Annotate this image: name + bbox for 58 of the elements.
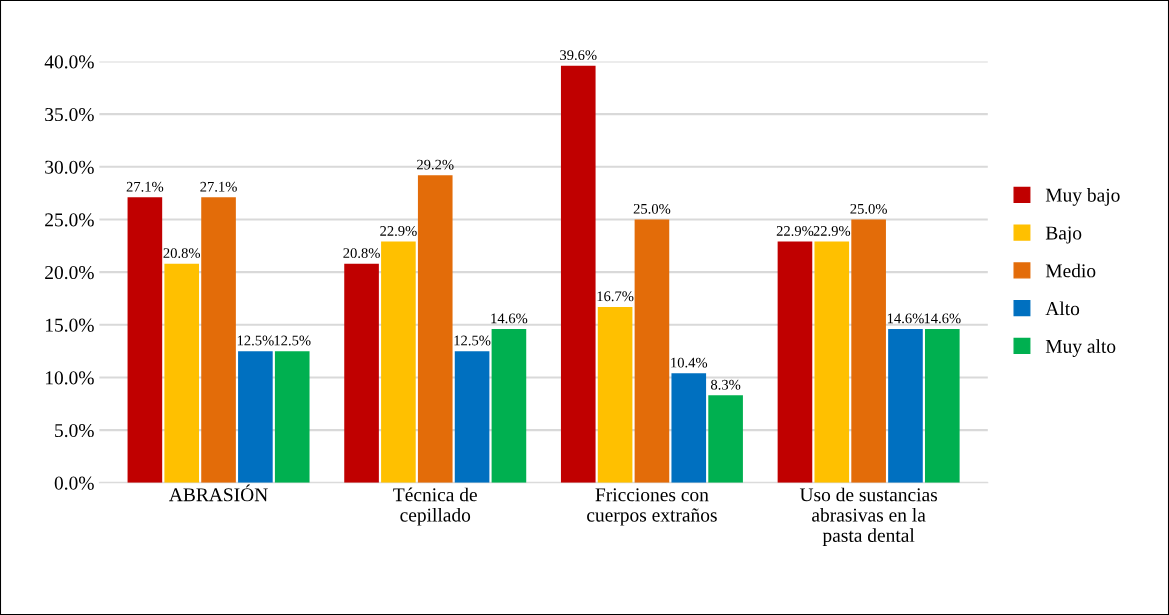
data-label: 27.1% — [200, 181, 237, 192]
bar — [238, 351, 273, 483]
bar — [417, 175, 453, 483]
data-label: 14.6% — [924, 313, 961, 324]
bar — [560, 65, 596, 483]
x-tick-label: Uso de sustancias abrasivas en la pasta dental — [799, 487, 938, 546]
bar — [777, 241, 813, 483]
legend-label: Muy alto — [1045, 339, 1116, 357]
data-label: 20.8% — [343, 248, 380, 259]
bar — [597, 306, 633, 483]
data-label: 14.6% — [491, 313, 528, 324]
bar — [851, 219, 886, 483]
data-label: 12.5% — [274, 335, 311, 346]
bar — [454, 351, 490, 483]
bar — [491, 329, 527, 483]
y-tick-label: 25.0% — [45, 213, 94, 227]
y-tick-label: 30.0% — [45, 160, 94, 174]
legend-label: Bajo — [1045, 226, 1082, 244]
data-label: 22.9% — [380, 226, 417, 236]
bar — [127, 197, 163, 483]
y-tick-label: 5.0% — [55, 423, 94, 438]
y-tick-label: 40.0% — [44, 55, 94, 69]
legend-label: Medio — [1045, 263, 1096, 278]
bar — [708, 395, 743, 483]
bar — [381, 241, 416, 483]
bar — [164, 263, 200, 483]
data-label: 14.6% — [887, 313, 924, 324]
x-tick-label: ABRASIÓN — [169, 484, 268, 502]
data-label: 10.4% — [671, 357, 708, 368]
bar — [924, 329, 960, 483]
legend-label: Muy bajo — [1045, 188, 1120, 206]
data-label: 22.9% — [813, 226, 851, 236]
data-label: 20.8% — [163, 248, 201, 259]
x-tick-label: Fricciones con cuerpos extraños — [587, 488, 717, 526]
data-label: 22.9% — [776, 226, 814, 236]
data-label: 39.6% — [560, 50, 597, 61]
bar — [201, 197, 236, 483]
bar — [814, 241, 850, 483]
data-label: 12.5% — [454, 335, 491, 346]
data-label: 25.0% — [850, 203, 887, 214]
y-tick-label: 0.0% — [54, 476, 94, 490]
x-tick-label: Técnica de cepillado — [393, 487, 477, 526]
data-label: 25.0% — [633, 203, 671, 214]
legend-label: Alto — [1045, 301, 1080, 316]
y-tick-label: 15.0% — [45, 318, 94, 332]
data-label: 27.1% — [126, 181, 164, 192]
y-tick-label: 10.0% — [45, 371, 94, 385]
bar — [344, 263, 379, 483]
data-label: 16.7% — [597, 291, 634, 302]
bar — [888, 329, 923, 483]
data-label: 29.2% — [417, 159, 454, 170]
y-tick-label: 20.0% — [45, 265, 94, 280]
bar — [671, 373, 707, 483]
data-label: 8.3% — [710, 379, 741, 390]
bar — [274, 351, 310, 483]
y-tick-label: 35.0% — [45, 107, 94, 122]
data-label: 12.5% — [237, 335, 274, 346]
bar — [634, 219, 670, 483]
